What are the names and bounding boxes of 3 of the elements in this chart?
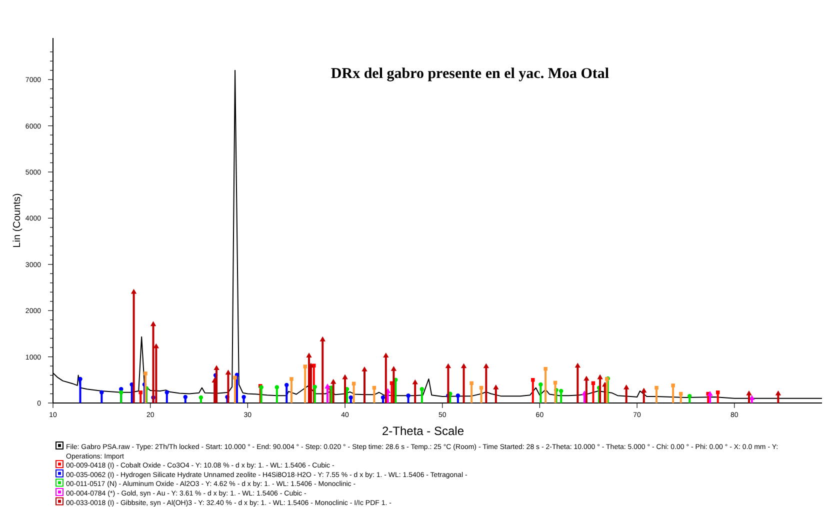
y-axis-title: Lin (Counts) xyxy=(12,193,23,248)
x-axis-title: 2-Theta - Scale xyxy=(382,424,464,438)
text: DRx del gabro presente en el yac. Moa Otal xyxy=(330,66,610,82)
